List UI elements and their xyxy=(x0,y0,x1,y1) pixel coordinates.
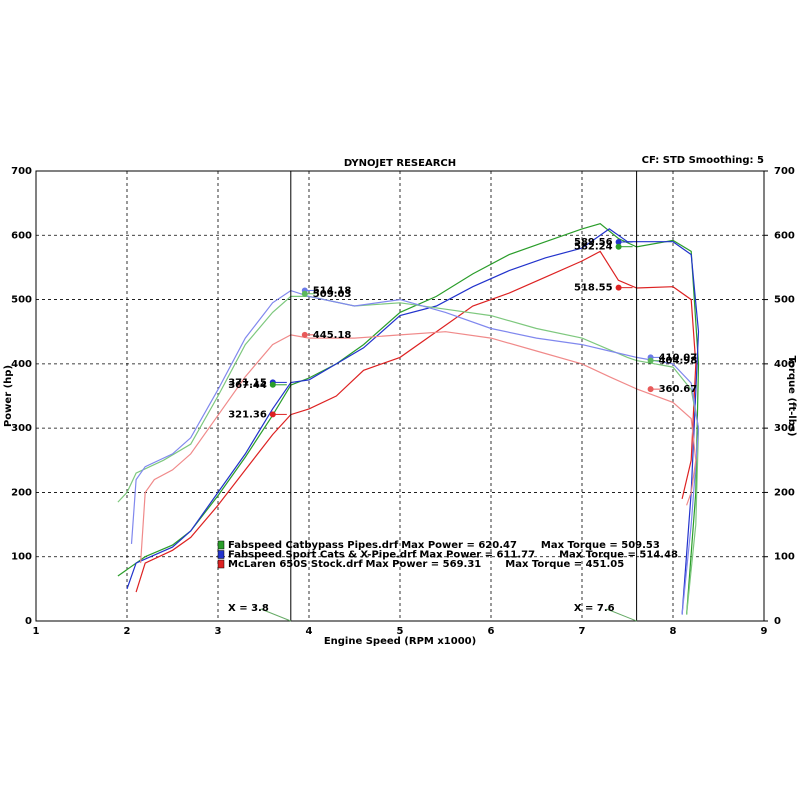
chart-subtitle: CF: STD Smoothing: 5 xyxy=(642,155,764,166)
y-tick-label: 200 xyxy=(11,487,32,498)
legend-name: McLaren 650S Stock.drf xyxy=(228,559,363,570)
series-line xyxy=(135,250,697,593)
cursor-pointer xyxy=(260,608,291,622)
cursor-label: X = 7.6 xyxy=(574,603,615,614)
legend-name: Fabspeed Catbypass Pipes.drf xyxy=(228,540,399,551)
y-tick-label: 300 xyxy=(11,423,32,434)
legend-swatch xyxy=(217,559,225,569)
series-line xyxy=(140,331,697,564)
y2-tick-label: 500 xyxy=(774,295,795,306)
series-line xyxy=(117,223,700,615)
y-tick-label: 400 xyxy=(11,359,32,370)
readout-marker xyxy=(615,284,622,291)
legend-max-power: Max Power = 611.77 xyxy=(419,550,535,561)
readout-label: 589.56 xyxy=(574,237,613,248)
y-tick-label: 0 xyxy=(25,616,32,627)
series-line xyxy=(130,289,700,615)
readout-marker xyxy=(647,386,654,393)
readout-label: 582.24 xyxy=(574,242,613,253)
readout-label: 518.55 xyxy=(574,283,613,294)
series-line xyxy=(126,228,700,615)
x-axis-label: Engine Speed (RPM x1000) xyxy=(324,636,476,647)
readout-label: 514.18 xyxy=(313,285,352,296)
y-tick-label: 600 xyxy=(11,230,32,241)
x-tick-label: 8 xyxy=(670,626,677,637)
legend-name: Fabspeed Sport Cats & X-Pipe.drf xyxy=(228,550,417,561)
readout-label: 410.07 xyxy=(659,352,698,363)
chart-title: DYNOJET RESEARCH xyxy=(344,158,456,169)
readout-marker xyxy=(647,357,654,364)
cursor-pointer xyxy=(606,608,637,622)
y-tick-label: 500 xyxy=(11,295,32,306)
legend-max-power: Max Power = 569.31 xyxy=(366,559,482,570)
y2-axis-label: Torque (ft-lbs) xyxy=(786,356,797,437)
readout-marker xyxy=(615,238,622,245)
x-tick-label: 7 xyxy=(579,626,586,637)
x-tick-label: 2 xyxy=(124,626,131,637)
y2-tick-label: 600 xyxy=(774,230,795,241)
readout-label: 367.44 xyxy=(228,380,267,391)
y2-tick-label: 300 xyxy=(774,423,795,434)
series-line xyxy=(117,295,700,615)
x-tick-label: 5 xyxy=(397,626,404,637)
readout-marker xyxy=(301,290,308,297)
x-tick-label: 1 xyxy=(33,626,40,637)
y-tick-label: 100 xyxy=(11,552,32,563)
readout-label: 371.15 xyxy=(228,377,267,388)
y2-tick-label: 400 xyxy=(774,359,795,370)
readout-marker xyxy=(269,381,276,388)
legend-swatch xyxy=(217,540,225,550)
readout-marker xyxy=(615,243,622,250)
readout-label: 321.36 xyxy=(228,409,267,420)
y-axis-label: Power (hp) xyxy=(3,365,14,427)
readout-label: 445.18 xyxy=(313,330,352,341)
y2-tick-label: 100 xyxy=(774,552,795,563)
x-tick-label: 9 xyxy=(761,626,768,637)
y2-tick-label: 0 xyxy=(774,616,781,627)
legend-max-power: Max Power = 620.47 xyxy=(401,540,517,551)
cursor-label: X = 3.8 xyxy=(228,603,269,614)
x-tick-label: 4 xyxy=(306,626,313,637)
y-tick-label: 700 xyxy=(11,166,32,177)
readout-label: 360.67 xyxy=(659,384,698,395)
y2-tick-label: 200 xyxy=(774,487,795,498)
legend-max-torque: Max Torque = 509.53 xyxy=(541,540,660,551)
x-tick-label: 3 xyxy=(215,626,222,637)
readout-marker xyxy=(269,411,276,418)
legend-swatch xyxy=(217,550,225,559)
y2-tick-label: 700 xyxy=(774,166,795,177)
readout-marker xyxy=(301,331,308,338)
readout-label: 404.98 xyxy=(659,356,698,367)
legend-max-torque: Max Torque = 514.48 xyxy=(559,550,678,561)
x-tick-label: 6 xyxy=(488,626,495,637)
legend-max-torque: Max Torque = 451.05 xyxy=(505,559,624,570)
readout-label: 509.03 xyxy=(313,289,352,300)
